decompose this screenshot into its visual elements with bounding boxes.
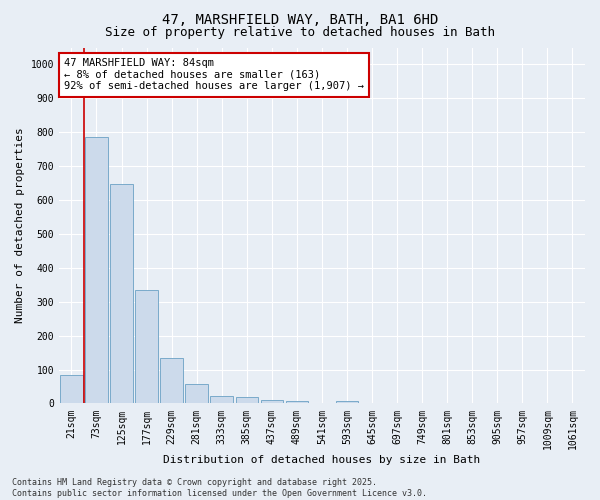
Bar xyxy=(110,184,133,404)
Bar xyxy=(286,401,308,404)
Bar xyxy=(336,401,358,404)
Text: 47 MARSHFIELD WAY: 84sqm
← 8% of detached houses are smaller (163)
92% of semi-d: 47 MARSHFIELD WAY: 84sqm ← 8% of detache… xyxy=(64,58,364,92)
Text: Size of property relative to detached houses in Bath: Size of property relative to detached ho… xyxy=(105,26,495,39)
Bar xyxy=(60,374,83,404)
Bar xyxy=(136,290,158,404)
Text: Contains HM Land Registry data © Crown copyright and database right 2025.
Contai: Contains HM Land Registry data © Crown c… xyxy=(12,478,427,498)
Bar xyxy=(185,384,208,404)
Text: 47, MARSHFIELD WAY, BATH, BA1 6HD: 47, MARSHFIELD WAY, BATH, BA1 6HD xyxy=(162,12,438,26)
Bar xyxy=(260,400,283,404)
Bar xyxy=(160,358,183,404)
Bar xyxy=(85,138,108,404)
Bar xyxy=(211,396,233,404)
X-axis label: Distribution of detached houses by size in Bath: Distribution of detached houses by size … xyxy=(163,455,481,465)
Bar xyxy=(236,398,258,404)
Y-axis label: Number of detached properties: Number of detached properties xyxy=(15,128,25,324)
